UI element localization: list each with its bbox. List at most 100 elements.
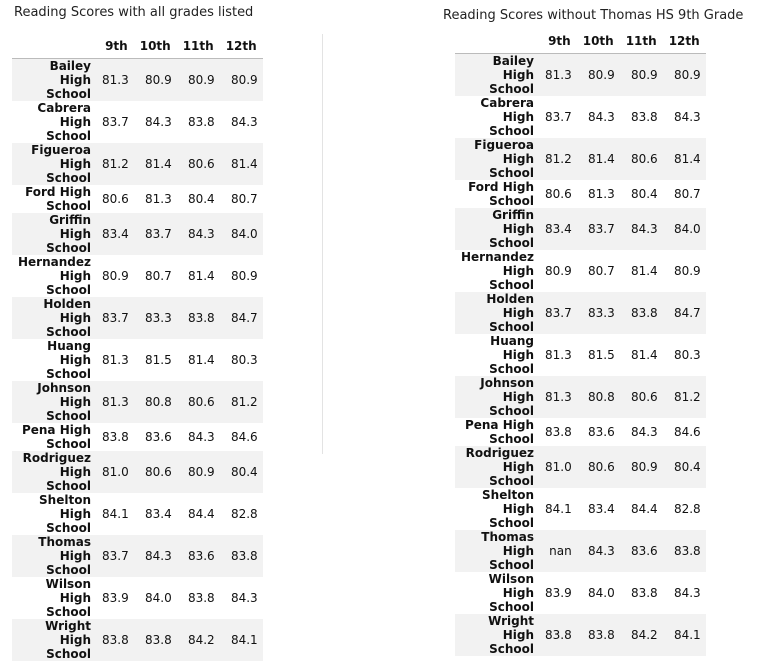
- score-cell: 80.8: [577, 376, 620, 418]
- score-cell: 83.7: [540, 96, 577, 138]
- score-cell: 80.8: [134, 381, 177, 423]
- score-cell: 83.9: [540, 572, 577, 614]
- school-name-cell: Bailey High School: [12, 59, 97, 102]
- score-cell: 84.3: [134, 101, 177, 143]
- score-cell: 84.1: [540, 488, 577, 530]
- school-name-cell: Wilson High School: [12, 577, 97, 619]
- score-cell: 84.4: [177, 493, 220, 535]
- score-cell: 80.4: [620, 180, 663, 208]
- score-cell: 81.2: [97, 143, 134, 185]
- school-name-cell: Ford High School: [455, 180, 540, 208]
- score-cell: 83.7: [97, 297, 134, 339]
- score-cell: 81.3: [97, 59, 134, 102]
- school-name-cell: Shelton High School: [455, 488, 540, 530]
- score-cell: 80.6: [577, 446, 620, 488]
- score-cell: 83.8: [97, 619, 134, 661]
- score-cell: 84.4: [620, 488, 663, 530]
- header-cell: 12th: [663, 29, 706, 54]
- school-name-cell: Griffin High School: [12, 213, 97, 255]
- score-cell: 83.8: [540, 418, 577, 446]
- score-cell: 83.7: [577, 208, 620, 250]
- score-cell: 81.0: [97, 451, 134, 493]
- score-cell: 81.4: [620, 334, 663, 376]
- score-cell: 84.1: [663, 614, 706, 656]
- score-cell: 80.7: [577, 250, 620, 292]
- score-cell: 83.6: [620, 530, 663, 572]
- score-cell: 83.8: [620, 572, 663, 614]
- score-cell: 83.8: [577, 614, 620, 656]
- score-cell: 83.4: [134, 493, 177, 535]
- header-cell: [12, 34, 97, 59]
- score-cell: 84.7: [220, 297, 263, 339]
- score-cell: 81.4: [177, 339, 220, 381]
- score-cell: 84.6: [220, 423, 263, 451]
- score-cell: 83.7: [540, 292, 577, 334]
- score-cell: 81.4: [620, 250, 663, 292]
- score-cell: 82.8: [220, 493, 263, 535]
- score-cell: 81.4: [220, 143, 263, 185]
- score-cell: 84.3: [577, 96, 620, 138]
- score-cell: 84.3: [620, 208, 663, 250]
- score-cell: 80.7: [134, 255, 177, 297]
- score-cell: 80.9: [620, 446, 663, 488]
- score-cell: 81.4: [134, 143, 177, 185]
- score-cell: 80.6: [134, 451, 177, 493]
- score-cell: 83.8: [663, 530, 706, 572]
- header-cell: 9th: [540, 29, 577, 54]
- score-cell: 84.7: [663, 292, 706, 334]
- header-cell: 10th: [577, 29, 620, 54]
- school-name-cell: Thomas High School: [455, 530, 540, 572]
- score-cell: 82.8: [663, 488, 706, 530]
- score-cell: 80.7: [663, 180, 706, 208]
- score-cell: 84.2: [177, 619, 220, 661]
- score-cell: 81.4: [663, 138, 706, 180]
- score-cell: 83.7: [97, 101, 134, 143]
- school-name-cell: Griffin High School: [455, 208, 540, 250]
- score-cell: 83.8: [620, 292, 663, 334]
- score-cell: 80.9: [97, 255, 134, 297]
- score-cell: 80.4: [177, 185, 220, 213]
- school-name-cell: Shelton High School: [12, 493, 97, 535]
- score-cell: 84.2: [620, 614, 663, 656]
- left-table-title: Reading Scores with all grades listed: [14, 5, 253, 20]
- score-cell: 83.9: [97, 577, 134, 619]
- score-cell: 81.3: [577, 180, 620, 208]
- score-cell: 80.9: [177, 59, 220, 102]
- score-cell: 81.2: [663, 376, 706, 418]
- score-cell: 83.8: [220, 535, 263, 577]
- score-cell: 80.9: [134, 59, 177, 102]
- score-cell: 83.8: [97, 423, 134, 451]
- score-cell: 84.1: [220, 619, 263, 661]
- score-cell: 83.4: [540, 208, 577, 250]
- header-cell: 12th: [220, 34, 263, 59]
- school-name-cell: Pena High School: [12, 423, 97, 451]
- school-name-cell: Pena High School: [455, 418, 540, 446]
- school-name-cell: Holden High School: [12, 297, 97, 339]
- school-name-cell: Huang High School: [455, 334, 540, 376]
- school-name-cell: Figueroa High School: [12, 143, 97, 185]
- school-name-cell: Wilson High School: [455, 572, 540, 614]
- score-cell: 83.8: [177, 101, 220, 143]
- score-cell: 80.9: [620, 54, 663, 97]
